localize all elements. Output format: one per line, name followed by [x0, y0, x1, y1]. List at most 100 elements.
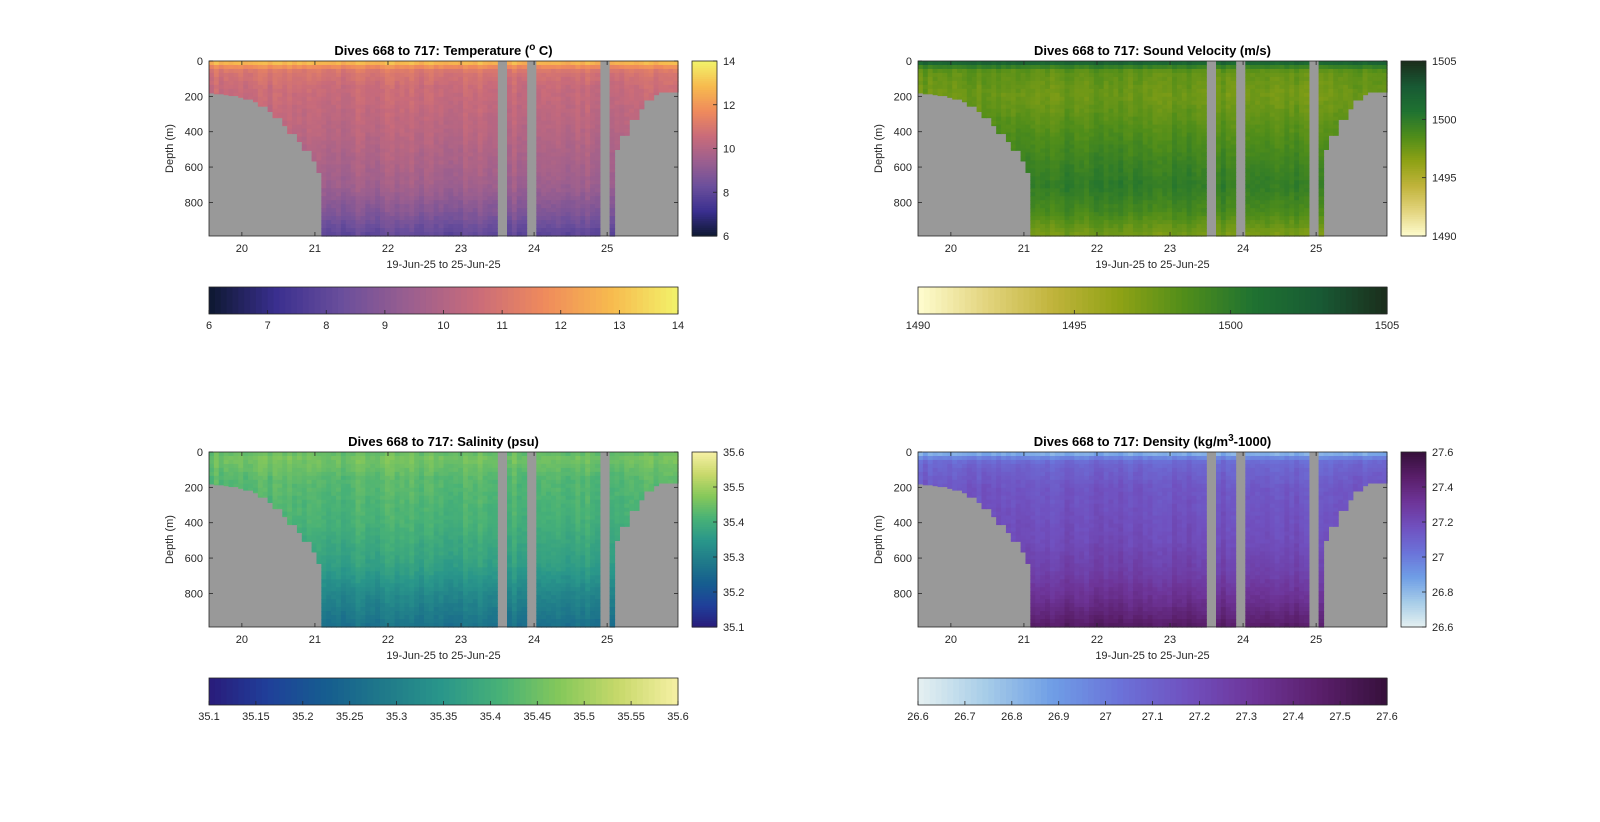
- heatmap-cell: [458, 80, 464, 86]
- heatmap-cell: [981, 72, 987, 78]
- heatmap-cell: [394, 88, 401, 94]
- colorbar-segment: [554, 287, 562, 314]
- heatmap-cell: [355, 204, 362, 209]
- heatmap-cell: [580, 232, 586, 237]
- heatmap-cell: [1054, 228, 1061, 233]
- heatmap-cell: [375, 164, 381, 169]
- heatmap-cell: [419, 64, 425, 70]
- heatmap-cell: [1118, 144, 1124, 150]
- colorbar-segment: [692, 198, 717, 202]
- heatmap-cell: [668, 68, 674, 74]
- heatmap-cell: [350, 96, 357, 102]
- heatmap-cell: [336, 156, 342, 162]
- heatmap-cell: [521, 72, 528, 78]
- heatmap-cell: [1001, 112, 1007, 118]
- heatmap-cell: [306, 128, 313, 134]
- heatmap-cell: [585, 76, 591, 82]
- heatmap-cell: [1196, 68, 1202, 74]
- heatmap-cell: [922, 76, 929, 82]
- heatmap-cell: [463, 156, 469, 162]
- heatmap-cell: [1001, 100, 1007, 106]
- heatmap-cell: [360, 116, 366, 122]
- heatmap-cell: [1069, 212, 1075, 217]
- heatmap-cell: [404, 180, 410, 185]
- heatmap-cell: [634, 108, 640, 114]
- colorbar-segment: [692, 190, 717, 193]
- heatmap-cell: [1088, 224, 1095, 229]
- heatmap-cell: [1049, 220, 1056, 225]
- heatmap-cell: [1079, 116, 1085, 122]
- heatmap-cell: [248, 96, 254, 100]
- heatmap-cell: [438, 168, 445, 173]
- heatmap-cell: [1191, 184, 1198, 189]
- heatmap-cell: [1098, 212, 1105, 217]
- heatmap-cell: [624, 80, 630, 86]
- heatmap-cell: [594, 76, 601, 82]
- heatmap-cell: [340, 100, 347, 106]
- heatmap-cell: [1054, 76, 1061, 82]
- heatmap-cell: [482, 116, 489, 122]
- heatmap-cell: [957, 61, 963, 66]
- heatmap-cell: [1186, 68, 1193, 74]
- heatmap-cell: [399, 112, 406, 118]
- heatmap-cell: [365, 76, 371, 82]
- heatmap-cell: [922, 64, 929, 70]
- heatmap-cell: [516, 116, 523, 122]
- heatmap-cell: [1118, 124, 1124, 130]
- heatmap-cell: [1186, 168, 1193, 173]
- heatmap-cell: [360, 220, 366, 225]
- heatmap-cell: [1152, 216, 1158, 221]
- heatmap-cell: [438, 192, 445, 197]
- heatmap-cell: [1147, 172, 1154, 177]
- heatmap-cell: [1152, 68, 1158, 74]
- heatmap-cell: [1064, 164, 1071, 169]
- heatmap-cell: [1103, 176, 1110, 181]
- heatmap-cell: [976, 92, 983, 98]
- heatmap-cell: [414, 100, 420, 106]
- heatmap-cell: [1040, 140, 1046, 146]
- heatmap-cell: [516, 100, 523, 106]
- heatmap-cell: [1035, 76, 1041, 82]
- heatmap-cell: [487, 108, 493, 114]
- heatmap-cell: [345, 68, 352, 74]
- heatmap-cell: [1074, 216, 1080, 221]
- heatmap-cell: [1196, 148, 1202, 154]
- heatmap-cell: [1084, 208, 1090, 213]
- heatmap-cell: [409, 112, 415, 118]
- heatmap-cell: [952, 88, 958, 94]
- heatmap-cell: [1137, 72, 1144, 78]
- heatmap-cell: [1108, 124, 1115, 130]
- heatmap-cell: [1162, 144, 1168, 150]
- heatmap-cell: [1005, 76, 1012, 82]
- heatmap-cell: [336, 108, 342, 114]
- heatmap-cell: [1157, 136, 1163, 142]
- heatmap-cell: [272, 76, 278, 82]
- heatmap-cell: [1079, 188, 1085, 193]
- heatmap-cell: [1162, 120, 1168, 126]
- heatmap-cell: [585, 208, 591, 213]
- heatmap-cell: [448, 112, 454, 118]
- heatmap-cell: [1147, 144, 1154, 150]
- heatmap-cell: [433, 108, 440, 114]
- heatmap-cell: [609, 152, 616, 158]
- heatmap-cell: [1118, 200, 1124, 205]
- heatmap-cell: [1152, 152, 1158, 158]
- heatmap-cell: [1191, 124, 1198, 130]
- heatmap-cell: [404, 184, 410, 189]
- heatmap-cell: [1040, 124, 1046, 130]
- heatmap-cell: [1040, 132, 1046, 138]
- heatmap-cell: [594, 164, 601, 169]
- heatmap-cell: [1176, 128, 1183, 134]
- heatmap-cell: [1132, 76, 1139, 82]
- heatmap-cell: [331, 172, 337, 177]
- heatmap-cell: [1128, 88, 1134, 94]
- heatmap-cell: [546, 208, 552, 213]
- heatmap-cell: [1020, 156, 1027, 162]
- heatmap-cell: [1128, 216, 1134, 221]
- heatmap-cell: [1142, 224, 1149, 229]
- heatmap-cell: [981, 100, 987, 106]
- heatmap-cell: [1108, 72, 1115, 78]
- heatmap-cell: [996, 64, 1002, 70]
- heatmap-cell: [961, 100, 968, 103]
- temperature-x-tick-label: 20: [236, 243, 248, 255]
